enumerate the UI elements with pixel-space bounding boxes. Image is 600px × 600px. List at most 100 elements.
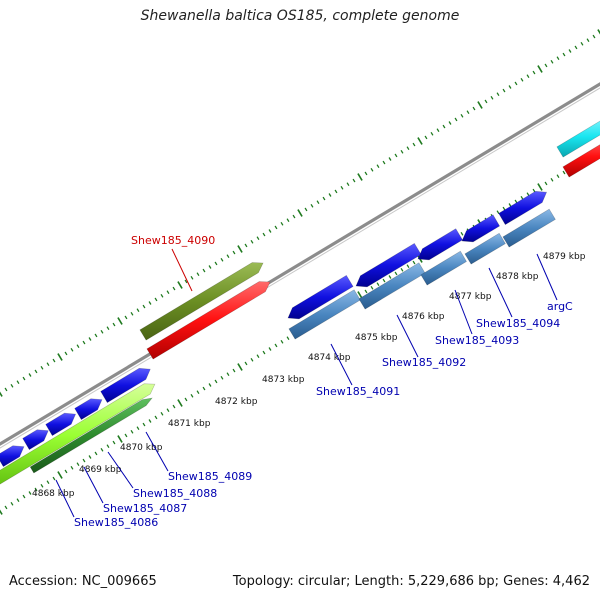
inner-scale-tick xyxy=(412,260,416,265)
inner-scale-tick xyxy=(496,210,500,215)
outer-scale-tick xyxy=(502,88,506,93)
scale-label-kbp: 4869 kbp xyxy=(79,465,122,475)
gene-feature-cds xyxy=(22,429,49,451)
inner-scale-tick xyxy=(250,357,254,362)
outer-scale-tick xyxy=(297,209,303,217)
inner-scale-tick xyxy=(46,480,50,485)
inner-scale-tick xyxy=(520,195,524,200)
outer-scale-tick xyxy=(460,113,464,118)
outer-scale-tick xyxy=(154,297,158,302)
page-title: Shewanella baltica OS185, complete genom… xyxy=(140,8,460,24)
gene-label-4091: Shew185_4091 xyxy=(316,385,400,398)
inner-scale-tick xyxy=(148,419,152,423)
label-leader-line xyxy=(454,289,473,335)
outer-scale-tick xyxy=(100,329,104,334)
gene-label-argc: argC xyxy=(547,300,573,313)
outer-scale-tick xyxy=(508,85,512,89)
outer-scale-tick xyxy=(442,124,446,129)
highlight-feature xyxy=(146,281,271,360)
inner-scale-tick xyxy=(64,469,68,474)
outer-scale-tick xyxy=(592,34,596,39)
gene-label-4089: Shew185_4089 xyxy=(168,470,252,483)
gene-label-4087: Shew185_4087 xyxy=(103,502,187,515)
gene-label-4092: Shew185_4092 xyxy=(382,356,466,369)
gene-feature-cds xyxy=(355,242,422,288)
outer-scale-tick xyxy=(597,29,600,35)
inner-scale-tick xyxy=(106,444,110,449)
outer-scale-tick xyxy=(322,196,326,201)
inner-scale-tick xyxy=(184,397,188,402)
inner-scale-tick xyxy=(190,393,194,398)
outer-scale-tick xyxy=(34,369,38,374)
scale-label-kbp: 4875 kbp xyxy=(355,333,398,343)
inner-scale-tick xyxy=(400,267,404,272)
inner-scale-tick xyxy=(370,285,374,290)
outer-scale-tick xyxy=(166,290,170,295)
outer-scale-tick xyxy=(280,221,284,226)
outer-scale-tick xyxy=(0,391,3,397)
outer-scale-tick xyxy=(256,236,260,241)
label-leader-line xyxy=(55,479,75,518)
inner-scale-tick xyxy=(130,429,134,434)
accession-text: Accession: NC_009665 xyxy=(9,574,157,589)
outer-scale-tick xyxy=(88,337,92,341)
inner-scale-tick xyxy=(52,476,56,481)
inner-scale-tick xyxy=(364,289,368,294)
outer-scale-tick xyxy=(544,63,548,68)
inner-scale-tick xyxy=(94,451,98,456)
scale-label-kbp: 4876 kbp xyxy=(402,312,445,322)
label-leader-line xyxy=(396,314,419,358)
outer-scale-tick xyxy=(424,135,428,140)
gene-feature-4088 xyxy=(29,397,153,474)
outer-scale-tick xyxy=(4,387,8,392)
label-leader-line xyxy=(145,431,169,472)
inner-scale-tick xyxy=(196,390,200,395)
outer-scale-tick xyxy=(550,59,554,64)
scale-label-kbp: 4873 kbp xyxy=(262,375,305,385)
outer-scale-tick xyxy=(357,173,363,181)
scale-label-kbp: 4878 kbp xyxy=(496,272,539,282)
label-leader-line xyxy=(488,267,513,318)
outer-scale-tick xyxy=(52,358,56,363)
inner-scale-tick xyxy=(10,501,14,506)
label-leader-line xyxy=(330,343,353,386)
inner-scale-tick xyxy=(142,422,146,427)
outer-scale-tick xyxy=(448,121,452,125)
outer-scale-tick xyxy=(232,250,236,255)
outer-scale-tick xyxy=(117,317,123,325)
outer-scale-tick xyxy=(364,171,368,176)
inner-scale-tick xyxy=(34,487,38,492)
inner-scale-tick xyxy=(262,350,266,355)
outer-scale-tick xyxy=(406,146,410,151)
outer-scale-tick xyxy=(562,52,566,57)
scale-label-kbp: 4874 kbp xyxy=(308,353,351,363)
outer-scale-tick xyxy=(64,351,68,356)
outer-scale-tick xyxy=(57,353,63,361)
gene-label-4090: Shew185_4090 xyxy=(131,234,215,247)
label-leader-line xyxy=(83,466,104,504)
gene-feature-cds xyxy=(498,190,548,226)
outer-scale-tick xyxy=(16,380,20,385)
inner-scale-tick xyxy=(82,458,86,463)
scale-label-kbp: 4879 kbp xyxy=(543,252,586,262)
outer-scale-tick xyxy=(370,167,374,172)
inner-scale-tick xyxy=(160,411,164,416)
inner-scale-tick xyxy=(357,291,363,299)
outer-scale-tick xyxy=(334,189,338,194)
gene-feature-cds xyxy=(417,228,463,261)
outer-scale-tick xyxy=(10,383,14,388)
outer-scale-tick xyxy=(436,128,440,133)
inner-scale-tick xyxy=(537,183,543,191)
inner-scale-tick xyxy=(117,435,123,443)
outer-scale-tick xyxy=(202,268,206,273)
outer-scale-tick xyxy=(94,333,98,338)
inner-scale-tick xyxy=(532,188,536,193)
outer-scale-tick xyxy=(268,229,272,233)
outer-scale-tick xyxy=(274,225,278,230)
gene-feature-4086 xyxy=(0,383,156,485)
inner-scale-tick xyxy=(16,498,20,503)
inner-scale-tick xyxy=(172,404,176,409)
outer-scale-tick xyxy=(244,243,248,248)
outer-scale-tick xyxy=(340,185,344,190)
